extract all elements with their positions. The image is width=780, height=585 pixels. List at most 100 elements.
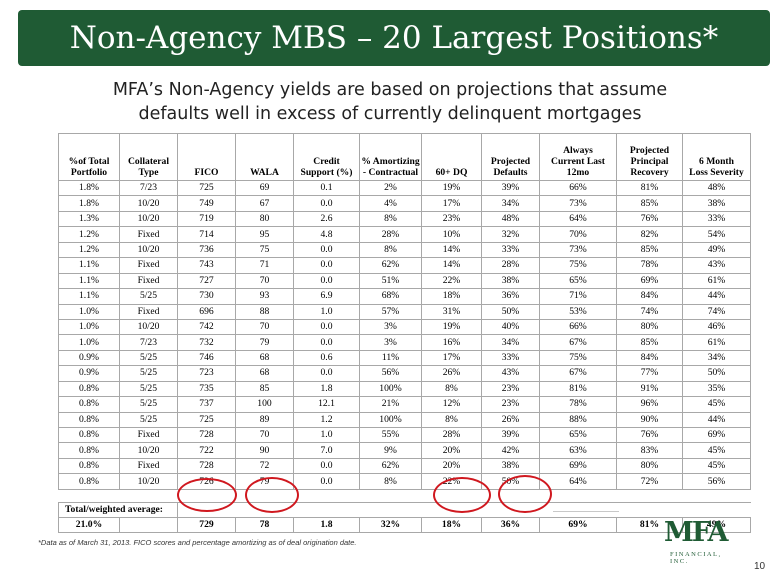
table-cell: 44% [682, 411, 751, 429]
table-cell: 43% [481, 365, 540, 382]
column-header-line: Collateral [127, 156, 170, 167]
table-cell: 0.8% [58, 473, 120, 490]
table-row: 1.2% Fixed 714 95 4.8 28% 10% 32% 70% 82% 54% [58, 226, 751, 243]
table-cell: 38% [682, 195, 751, 212]
table-row: 1.0% 10/20 742 70 0.0 3% 19% 40% 66% 80% 46% [58, 318, 751, 336]
table-cell: 45% [682, 396, 751, 413]
total-cell: 49% [682, 516, 751, 533]
positions-table: %of Total Portfolio Collateral Type FICO WALA… [58, 133, 751, 533]
column-header-line: %of Total [68, 156, 110, 167]
table-cell: 0.8% [58, 457, 120, 475]
table-cell: 36% [481, 288, 540, 305]
table-cell: Fixed [119, 426, 178, 444]
column-header-0: %of Total Portfolio [58, 133, 120, 181]
table-cell: 5/25 [119, 349, 178, 367]
table-cell: 82% [616, 226, 683, 243]
table-cell: 31% [421, 303, 482, 320]
column-header-line: Type [138, 167, 159, 178]
table-cell: 10/20 [119, 473, 178, 490]
table-row: 1.1% 5/25 730 93 6.9 68% 18% 36% 71% 84% 44% [58, 288, 751, 305]
table-row: 1.3% 10/20 719 80 2.6 8% 23% 48% 64% 76% 33% [58, 210, 751, 228]
table-cell: 22% [421, 272, 482, 290]
table-cell: 61% [682, 272, 751, 290]
table-cell: 18% [421, 288, 482, 305]
table-cell: 0.0 [293, 241, 360, 259]
table-cell: 83% [616, 442, 683, 459]
table-cell: 44% [682, 288, 751, 305]
table-cell: 0.8% [58, 426, 120, 444]
table-cell: 728 [177, 457, 236, 475]
table-cell: 9% [359, 442, 422, 459]
table-cell: 23% [421, 210, 482, 228]
table-cell: 0.9% [58, 349, 120, 367]
table-cell: 719 [177, 210, 236, 228]
total-cell [119, 516, 178, 533]
table-cell: 35% [682, 380, 751, 398]
table-cell: 20% [421, 457, 482, 475]
table-row: 0.9% 5/25 746 68 0.6 11% 17% 33% 75% 84% 34% [58, 349, 751, 367]
table-cell: 43% [682, 257, 751, 274]
table-cell: 12% [421, 396, 482, 413]
table-cell: 71 [235, 257, 294, 274]
table-cell: 90% [616, 411, 683, 429]
table-cell: 736 [177, 241, 236, 259]
table-cell: 67 [235, 195, 294, 212]
table-cell: 67% [539, 365, 617, 382]
table-row: 0.8% Fixed 728 70 1.0 55% 28% 39% 65% 76% 69% [58, 426, 751, 444]
table-cell: 17% [421, 349, 482, 367]
table-cell: 75 [235, 241, 294, 259]
table-cell: 1.2% [58, 226, 120, 243]
table-cell: 75% [539, 349, 617, 367]
table-cell: 727 [177, 272, 236, 290]
divider-line [553, 511, 619, 512]
table-cell: 67% [539, 334, 617, 351]
column-header-line: FICO [194, 167, 219, 178]
total-cell: 18% [421, 516, 482, 533]
table-cell: 68 [235, 349, 294, 367]
highlight-circle-wala [245, 477, 299, 513]
table-cell: 75% [539, 257, 617, 274]
slide-title: Non-Agency MBS – 20 Largest Positions* [69, 20, 719, 56]
spacer-row [58, 488, 751, 503]
table-cell: 8% [359, 210, 422, 228]
table-cell: 85% [616, 241, 683, 259]
table-cell: 85% [616, 334, 683, 351]
total-cell: 36% [481, 516, 540, 533]
table-cell: 69% [682, 426, 751, 444]
table-cell: 53% [539, 303, 617, 320]
table-row: 0.8% 5/25 737 100 12.1 21% 12% 23% 78% 96% 45% [58, 396, 751, 413]
total-row: 21.0% 729 78 1.8 32% 18% 36% 69% 81% 49% [58, 516, 751, 533]
table-cell: 8% [421, 380, 482, 398]
table-cell: 32% [481, 226, 540, 243]
column-header-line: Portfolio [70, 167, 108, 178]
table-cell: 34% [682, 349, 751, 367]
table-cell: 50% [481, 303, 540, 320]
table-cell: 73% [539, 195, 617, 212]
table-cell: 0.0 [293, 318, 360, 336]
subtitle-line-2: defaults well in excess of currently del… [138, 104, 642, 124]
table-cell: Fixed [119, 257, 178, 274]
table-cell: 68% [359, 288, 422, 305]
table-cell: 714 [177, 226, 236, 243]
table-cell: 26% [481, 411, 540, 429]
table-cell: 66% [539, 179, 617, 197]
column-header-line: WALA [250, 167, 279, 178]
table-cell: 1.2 [293, 411, 360, 429]
table-cell: 746 [177, 349, 236, 367]
total-cell: 729 [177, 516, 236, 533]
total-cell: 1.8 [293, 516, 360, 533]
column-header-line: 12mo [566, 167, 590, 178]
table-row: 1.1% Fixed 727 70 0.0 51% 22% 38% 65% 69% 61% [58, 272, 751, 290]
table-cell: 42% [481, 442, 540, 459]
table-cell: 0.0 [293, 272, 360, 290]
table-cell: 696 [177, 303, 236, 320]
table-cell: 48% [682, 179, 751, 197]
mfa-logo: MFA FINANCIAL, INC. [660, 515, 740, 565]
table-cell: 73% [539, 241, 617, 259]
table-cell: 14% [421, 257, 482, 274]
table-cell: 728 [177, 426, 236, 444]
column-header-line: Recovery [630, 167, 669, 178]
column-header-8: Always Current Last 12mo [539, 133, 617, 181]
table-cell: 33% [682, 210, 751, 228]
footnote: *Data as of March 31, 2013. FICO scores … [38, 538, 357, 547]
